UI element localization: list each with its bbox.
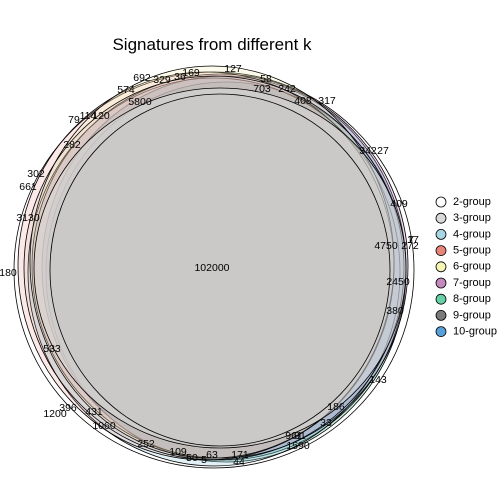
region-count-label: 36 (174, 71, 186, 83)
region-count-label: 302 (27, 168, 45, 180)
legend-swatch (435, 326, 447, 338)
region-count-label: 3130 (16, 212, 40, 224)
region-count-label: 1200 (43, 408, 67, 420)
legend-label: 8-group (453, 293, 491, 305)
region-count-label: 7 (408, 234, 414, 246)
region-count-label: 252 (137, 438, 155, 450)
ellipse-3-group (33, 87, 407, 449)
region-count-label: 396 (59, 402, 77, 414)
region-count-label: 186 (327, 401, 345, 413)
region-count-label: 409 (390, 198, 408, 210)
legend: 2-group 3-group 4-group 5-group 6-group 7-gro… (435, 196, 497, 338)
region-count-label: 408 (294, 95, 312, 107)
region-count-label: 1060 (92, 420, 116, 432)
legend-swatch (435, 309, 447, 321)
legend-label: 7-group (453, 277, 491, 289)
region-count-label: 143 (369, 374, 387, 386)
diagram-title: Signatures from different k (112, 35, 312, 54)
region-count-label: 91 (294, 430, 306, 442)
legend-item-8-group: 8-group (435, 293, 491, 305)
region-count-label: 703 (253, 83, 271, 95)
region-count-label: 5800 (128, 96, 152, 108)
region-count-label: 27 (377, 145, 389, 157)
legend-label: 9-group (453, 309, 491, 321)
region-count-label: 171 (231, 449, 249, 461)
region-count-label: 180 (0, 267, 17, 279)
legend-label: 10-group (453, 326, 497, 338)
region-count-label: 661 (19, 181, 37, 193)
region-count-label: 431 (85, 406, 103, 418)
region-count-label: 342 (359, 145, 377, 157)
region-count-label: 63 (206, 449, 218, 461)
region-count-label: 127 (224, 63, 242, 75)
region-count-label: 109 (169, 446, 187, 458)
legend-item-2-group: 2-group (435, 196, 491, 208)
region-count-label: 242 (278, 83, 296, 95)
region-count-label: 380 (386, 305, 404, 317)
legend-label: 2-group (453, 196, 491, 208)
legend-item-9-group: 9-group (435, 309, 491, 321)
legend-item-5-group: 5-group (435, 245, 491, 257)
region-count-label: 4750 (374, 240, 398, 252)
region-count-label: 79 (68, 114, 80, 126)
region-count-label: 2450 (386, 276, 410, 288)
region-count-label: 272 (401, 240, 419, 252)
inner-ellipse (49, 93, 391, 447)
legend-swatch (435, 196, 447, 208)
legend-swatch (435, 261, 447, 273)
region-count-label: 17 (407, 234, 419, 246)
region-count-label: 50 (186, 452, 198, 464)
legend-item-3-group: 3-group (435, 212, 491, 224)
region-count-label: 1590 (286, 440, 310, 452)
legend-label: 5-group (453, 245, 491, 257)
region-count-label: 692 (133, 72, 151, 84)
legend-item-4-group: 4-group (435, 228, 491, 240)
legend-swatch (435, 277, 447, 289)
legend-swatch (435, 228, 447, 240)
region-count-label: 33 (320, 417, 332, 429)
region-count-label: 533 (43, 343, 61, 355)
region-count-label: 317 (318, 95, 336, 107)
region-labels: 102000 5800 4750 3130 2450 1590 1200 1060 961 703… (0, 63, 419, 468)
legend-label: 4-group (453, 228, 491, 240)
region-count-label: 574 (117, 84, 135, 96)
region-count-label: 114 (80, 110, 97, 122)
legend-label: 3-group (453, 212, 491, 224)
region-count-label: 120 (92, 110, 110, 122)
legend-item-7-group: 7-group (435, 277, 491, 289)
set-ellipses (13, 65, 415, 469)
region-count-label: 329 (153, 74, 171, 86)
region-count-label: 102000 (194, 262, 229, 274)
legend-item-6-group: 6-group (435, 261, 491, 273)
region-count-label: 58 (260, 73, 272, 85)
legend-label: 6-group (453, 261, 491, 273)
legend-swatch (435, 293, 447, 305)
region-count-label: 169 (182, 67, 200, 79)
legend-item-10-group: 10-group (435, 326, 497, 338)
region-count-label: 961 (285, 430, 303, 442)
region-count-label: 282 (63, 139, 81, 151)
legend-swatch (435, 245, 447, 257)
region-count-label: 44 (233, 456, 245, 468)
region-count-label: 5 (201, 454, 207, 466)
legend-swatch (435, 212, 447, 224)
